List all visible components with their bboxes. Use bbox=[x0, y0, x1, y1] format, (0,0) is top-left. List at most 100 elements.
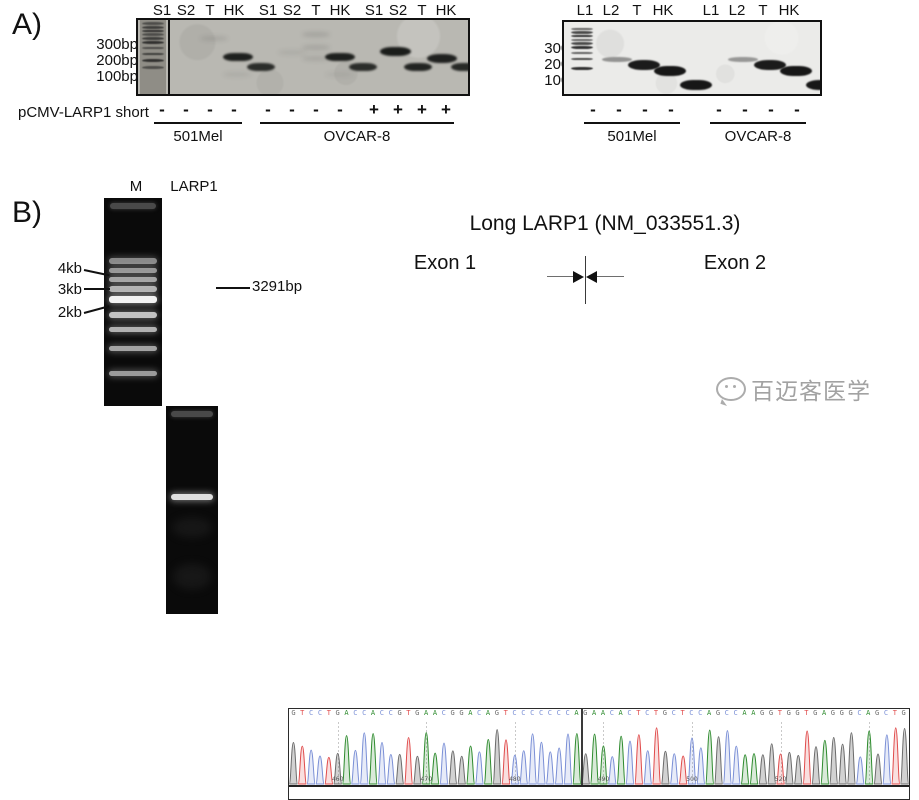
sequence-base: C bbox=[362, 709, 367, 717]
condition-sign: - bbox=[716, 100, 722, 119]
watermark: 百迈客医学 bbox=[716, 372, 871, 406]
condition-sign: - bbox=[337, 100, 343, 119]
leader-line-3kb bbox=[84, 288, 110, 290]
chromatogram-tick-label: 470 bbox=[420, 776, 433, 783]
panel-b-lane-label-m: M bbox=[129, 178, 143, 195]
sequence-base: C bbox=[530, 709, 535, 717]
panel-lane-label: S2 bbox=[282, 2, 302, 19]
sequence-base: A bbox=[485, 709, 491, 717]
ladder-band bbox=[571, 46, 593, 49]
sequence-base: G bbox=[839, 709, 844, 717]
condition-sign: + bbox=[393, 100, 403, 119]
group-underline bbox=[260, 122, 454, 124]
panel-a-right-lane-labels: L1 L2 T HK L1 L2 T HK bbox=[572, 2, 802, 20]
gel-band bbox=[403, 62, 432, 72]
sequence-base: T bbox=[326, 709, 331, 717]
sequence-base: C bbox=[441, 709, 446, 717]
ladder-band bbox=[571, 67, 593, 70]
sequence-base: A bbox=[468, 709, 473, 717]
panel-lane-label: HK bbox=[329, 2, 351, 19]
sequence-base: G bbox=[760, 709, 765, 717]
sequence-base: T bbox=[653, 709, 659, 717]
sequence-base: G bbox=[715, 709, 721, 717]
sequence-base: C bbox=[883, 709, 889, 717]
group-name-label: OVCAR-8 bbox=[724, 128, 792, 145]
panel-lane-label: L2 bbox=[728, 2, 746, 19]
sequence-base: G bbox=[494, 709, 499, 717]
ladder-band bbox=[141, 22, 165, 25]
panel-lane-label: S1 bbox=[152, 2, 172, 19]
exon-2-label: Exon 2 bbox=[703, 252, 767, 274]
gel-band bbox=[450, 62, 468, 72]
sequence-base: T bbox=[503, 709, 508, 717]
gel-smear bbox=[301, 31, 330, 37]
panel-lane-label: S2 bbox=[176, 2, 196, 19]
sequence-base: A bbox=[432, 709, 438, 717]
sequence-base: C bbox=[547, 709, 552, 717]
gel-smear bbox=[301, 45, 330, 51]
condition-sign: - bbox=[590, 100, 596, 119]
ladder-band bbox=[571, 34, 593, 38]
chromatogram-title: Long LARP1 (NM_033551.3) bbox=[469, 212, 741, 235]
sequence-base: A bbox=[866, 709, 871, 717]
condition-sign: - bbox=[313, 100, 319, 119]
panel-a-right-gel-image bbox=[562, 20, 822, 96]
ladder-band bbox=[109, 267, 157, 274]
exon-1-label: Exon 1 bbox=[413, 252, 477, 274]
chromatogram-tick-label: 480 bbox=[509, 776, 521, 783]
sequence-base: G bbox=[901, 709, 906, 717]
group-underline bbox=[154, 122, 242, 124]
panel-lane-label: S1 bbox=[364, 2, 384, 19]
sequence-base: C bbox=[627, 709, 632, 717]
panel-lane-label: L1 bbox=[702, 2, 720, 19]
sequence-base: A bbox=[370, 709, 376, 717]
panel-lane-label: HK bbox=[778, 2, 800, 19]
exon-arrow-head-right bbox=[586, 271, 597, 283]
ladder-band bbox=[571, 31, 593, 34]
condition-sign: - bbox=[768, 100, 774, 119]
sequence-base: G bbox=[397, 709, 402, 717]
panel-lane-label: T bbox=[205, 2, 215, 19]
panel-lane-label: T bbox=[632, 2, 642, 19]
sequence-base: C bbox=[379, 709, 384, 717]
wechat-bubble-icon bbox=[716, 377, 746, 401]
sequence-base: T bbox=[804, 709, 809, 717]
panel-a-left-group-labels: 501Mel OVCAR-8 bbox=[140, 122, 470, 156]
group-name-label: 501Mel bbox=[607, 128, 657, 145]
exon-arrow-line-right bbox=[592, 276, 624, 278]
gel-smear bbox=[172, 518, 212, 538]
condition-sign: - bbox=[231, 100, 237, 119]
condition-sign: - bbox=[794, 100, 800, 119]
sequence-base: A bbox=[600, 709, 606, 717]
gel-well bbox=[171, 411, 213, 417]
panel-a-right-condition-signs: -------- bbox=[580, 100, 810, 120]
panel-a-left-gel-image bbox=[136, 18, 470, 96]
ladder-band bbox=[571, 58, 593, 61]
gel-smear bbox=[199, 36, 228, 42]
ladder-band bbox=[109, 295, 157, 304]
panel-a-left-lane-labels: S1 S2 T HK S1 S2 T HK S1 S2 T HK bbox=[150, 2, 460, 20]
pcmv-larp1-short-label: pCMV-LARP1 short bbox=[18, 104, 149, 121]
condition-sign: - bbox=[289, 100, 295, 119]
sequence-base: C bbox=[353, 709, 358, 717]
ladder-band bbox=[109, 326, 157, 333]
panel-b-larp1-lane-image bbox=[166, 406, 218, 614]
exon-boundary-line bbox=[585, 256, 587, 304]
condition-sign: + bbox=[441, 100, 451, 119]
chromatogram-exon-boundary bbox=[581, 709, 583, 785]
sequence-base: G bbox=[450, 709, 455, 717]
condition-sign: - bbox=[207, 100, 213, 119]
sequence-base: G bbox=[813, 709, 818, 717]
sequence-base: A bbox=[821, 709, 827, 717]
gel-band bbox=[680, 79, 712, 90]
sequence-base: G bbox=[875, 709, 880, 717]
condition-sign: - bbox=[742, 100, 748, 119]
sequence-base: C bbox=[733, 709, 738, 717]
panel-lane-label: T bbox=[311, 2, 321, 19]
gel-band bbox=[427, 54, 457, 63]
marker-label: 100bp bbox=[96, 68, 138, 85]
panel-b-band-label-3291bp: 3291bp bbox=[252, 278, 303, 295]
sequence-base: T bbox=[406, 709, 411, 717]
